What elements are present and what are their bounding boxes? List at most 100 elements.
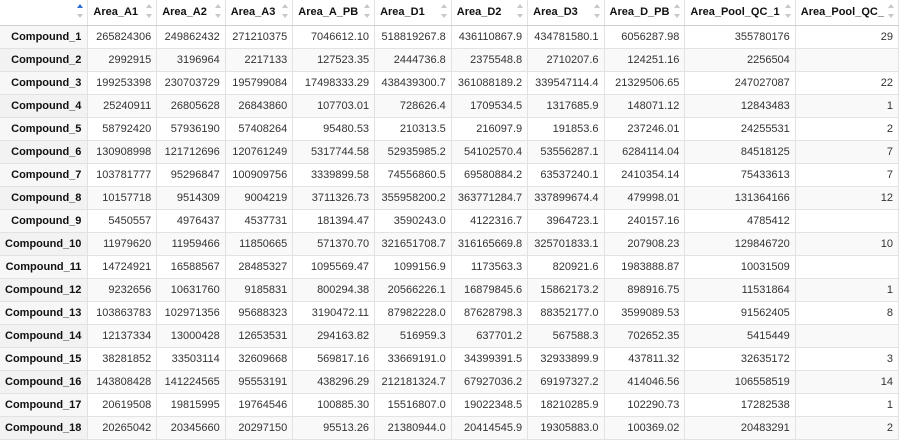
table-cell[interactable]: 143808428	[87, 370, 158, 394]
table-cell[interactable]: 100885.30	[292, 393, 376, 417]
table-cell[interactable]: 569817.16	[292, 347, 376, 371]
table-cell[interactable]: 57408264	[225, 117, 294, 141]
table-cell[interactable]: 571370.70	[292, 232, 376, 256]
table-cell[interactable]: 1317685.9	[527, 94, 605, 118]
table-cell[interactable]: 19022348.5	[451, 393, 529, 417]
row-name[interactable]: Compound_7	[0, 163, 89, 187]
table-cell[interactable]: 1	[795, 278, 899, 302]
table-cell[interactable]: 24255531	[684, 117, 796, 141]
table-cell[interactable]: 33669191.0	[374, 347, 452, 371]
table-cell[interactable]: 567588.3	[527, 324, 605, 348]
table-cell[interactable]: 3964723.1	[527, 209, 605, 233]
table-cell[interactable]: 9185831	[225, 278, 294, 302]
table-cell[interactable]: 516959.3	[374, 324, 452, 348]
row-name[interactable]: Compound_13	[0, 301, 89, 325]
table-cell[interactable]: 8	[795, 301, 899, 325]
table-cell[interactable]: 124251.16	[604, 48, 686, 72]
table-cell[interactable]: 14	[795, 370, 899, 394]
row-name[interactable]: Compound_9	[0, 209, 89, 233]
table-cell[interactable]: 2375548.8	[451, 48, 529, 72]
table-cell[interactable]: 2	[795, 416, 899, 440]
table-cell[interactable]: 207908.23	[604, 232, 686, 256]
table-cell[interactable]: 12843483	[684, 94, 796, 118]
table-cell[interactable]: 20297150	[225, 416, 294, 440]
table-cell[interactable]: 19305883.0	[527, 416, 605, 440]
table-cell[interactable]: 26843860	[225, 94, 294, 118]
table-cell[interactable]: 16588567	[156, 255, 226, 279]
table-cell[interactable]: 12653531	[225, 324, 294, 348]
row-names-header[interactable]	[0, 0, 89, 26]
table-cell[interactable]: 355780176	[684, 25, 796, 49]
column-header-area-a2[interactable]: Area_A2	[156, 0, 226, 26]
table-cell[interactable]: 325701833.1	[527, 232, 605, 256]
table-cell[interactable]: 437811.32	[604, 347, 686, 371]
row-name[interactable]: Compound_5	[0, 117, 89, 141]
table-cell[interactable]: 9514309	[156, 186, 226, 210]
table-cell[interactable]: 237246.01	[604, 117, 686, 141]
row-name[interactable]: Compound_10	[0, 232, 89, 256]
table-cell[interactable]: 53556287.1	[527, 140, 605, 164]
sort-icon[interactable]	[282, 4, 289, 18]
table-cell[interactable]: 129846720	[684, 232, 796, 256]
table-cell[interactable]: 2410354.14	[604, 163, 686, 187]
table-cell[interactable]: 84518125	[684, 140, 796, 164]
sort-icon[interactable]	[214, 4, 221, 18]
table-cell[interactable]: 74556860.5	[374, 163, 452, 187]
table-cell[interactable]: 1983888.87	[604, 255, 686, 279]
table-cell[interactable]: 6056287.98	[604, 25, 686, 49]
table-cell[interactable]: 321651708.7	[374, 232, 452, 256]
table-cell[interactable]: 2992915	[87, 48, 158, 72]
table-cell[interactable]: 4785412	[684, 209, 796, 233]
table-cell[interactable]: 4537731	[225, 209, 294, 233]
column-header-area-pool-qc-2[interactable]: Area_Pool_QC_	[795, 0, 899, 26]
table-cell[interactable]: 21380944.0	[374, 416, 452, 440]
table-cell[interactable]: 728626.4	[374, 94, 452, 118]
row-name[interactable]: Compound_6	[0, 140, 89, 164]
table-cell[interactable]: 249862432	[156, 25, 226, 49]
sort-icon[interactable]	[888, 4, 894, 18]
table-cell[interactable]: 820921.6	[527, 255, 605, 279]
table-cell[interactable]: 1709534.5	[451, 94, 529, 118]
table-cell[interactable]: 2710207.6	[527, 48, 605, 72]
table-cell[interactable]: 1173563.3	[451, 255, 529, 279]
table-cell[interactable]: 130908998	[87, 140, 158, 164]
row-name[interactable]: Compound_15	[0, 347, 89, 371]
table-cell[interactable]: 199253398	[87, 71, 158, 95]
table-cell[interactable]: 91562405	[684, 301, 796, 325]
table-cell[interactable]: 87628798.3	[451, 301, 529, 325]
table-cell[interactable]: 230703729	[156, 71, 226, 95]
sort-icon[interactable]	[77, 4, 84, 18]
table-cell[interactable]: 11959466	[156, 232, 226, 256]
table-cell[interactable]: 7046612.10	[292, 25, 376, 49]
table-cell[interactable]: 26805628	[156, 94, 226, 118]
table-cell[interactable]: 7	[795, 140, 899, 164]
table-cell[interactable]: 3711326.73	[292, 186, 376, 210]
table-cell[interactable]: 316165669.8	[451, 232, 529, 256]
table-cell[interactable]: 29	[795, 25, 899, 49]
table-cell[interactable]	[795, 255, 899, 279]
table-cell[interactable]: 17282538	[684, 393, 796, 417]
table-cell[interactable]: 3	[795, 347, 899, 371]
table-cell[interactable]: 54102570.4	[451, 140, 529, 164]
table-cell[interactable]: 25240911	[87, 94, 158, 118]
table-cell[interactable]: 479998.01	[604, 186, 686, 210]
table-cell[interactable]: 19764546	[225, 393, 294, 417]
row-name[interactable]: Compound_17	[0, 393, 89, 417]
table-cell[interactable]: 16879845.6	[451, 278, 529, 302]
table-cell[interactable]: 518819267.8	[374, 25, 452, 49]
column-header-area-d2[interactable]: Area_D2	[451, 0, 529, 26]
table-cell[interactable]: 265824306	[87, 25, 158, 49]
table-cell[interactable]: 95553191	[225, 370, 294, 394]
table-cell[interactable]: 121712696	[156, 140, 226, 164]
row-name[interactable]: Compound_12	[0, 278, 89, 302]
table-cell[interactable]: 4976437	[156, 209, 226, 233]
table-cell[interactable]: 2217133	[225, 48, 294, 72]
table-cell[interactable]: 120761249	[225, 140, 294, 164]
table-cell[interactable]: 20483291	[684, 416, 796, 440]
table-cell[interactable]: 106558519	[684, 370, 796, 394]
table-cell[interactable]: 271210375	[225, 25, 294, 49]
table-cell[interactable]: 434781580.1	[527, 25, 605, 49]
table-cell[interactable]: 127523.35	[292, 48, 376, 72]
table-cell[interactable]: 12	[795, 186, 899, 210]
table-cell[interactable]: 438439300.7	[374, 71, 452, 95]
